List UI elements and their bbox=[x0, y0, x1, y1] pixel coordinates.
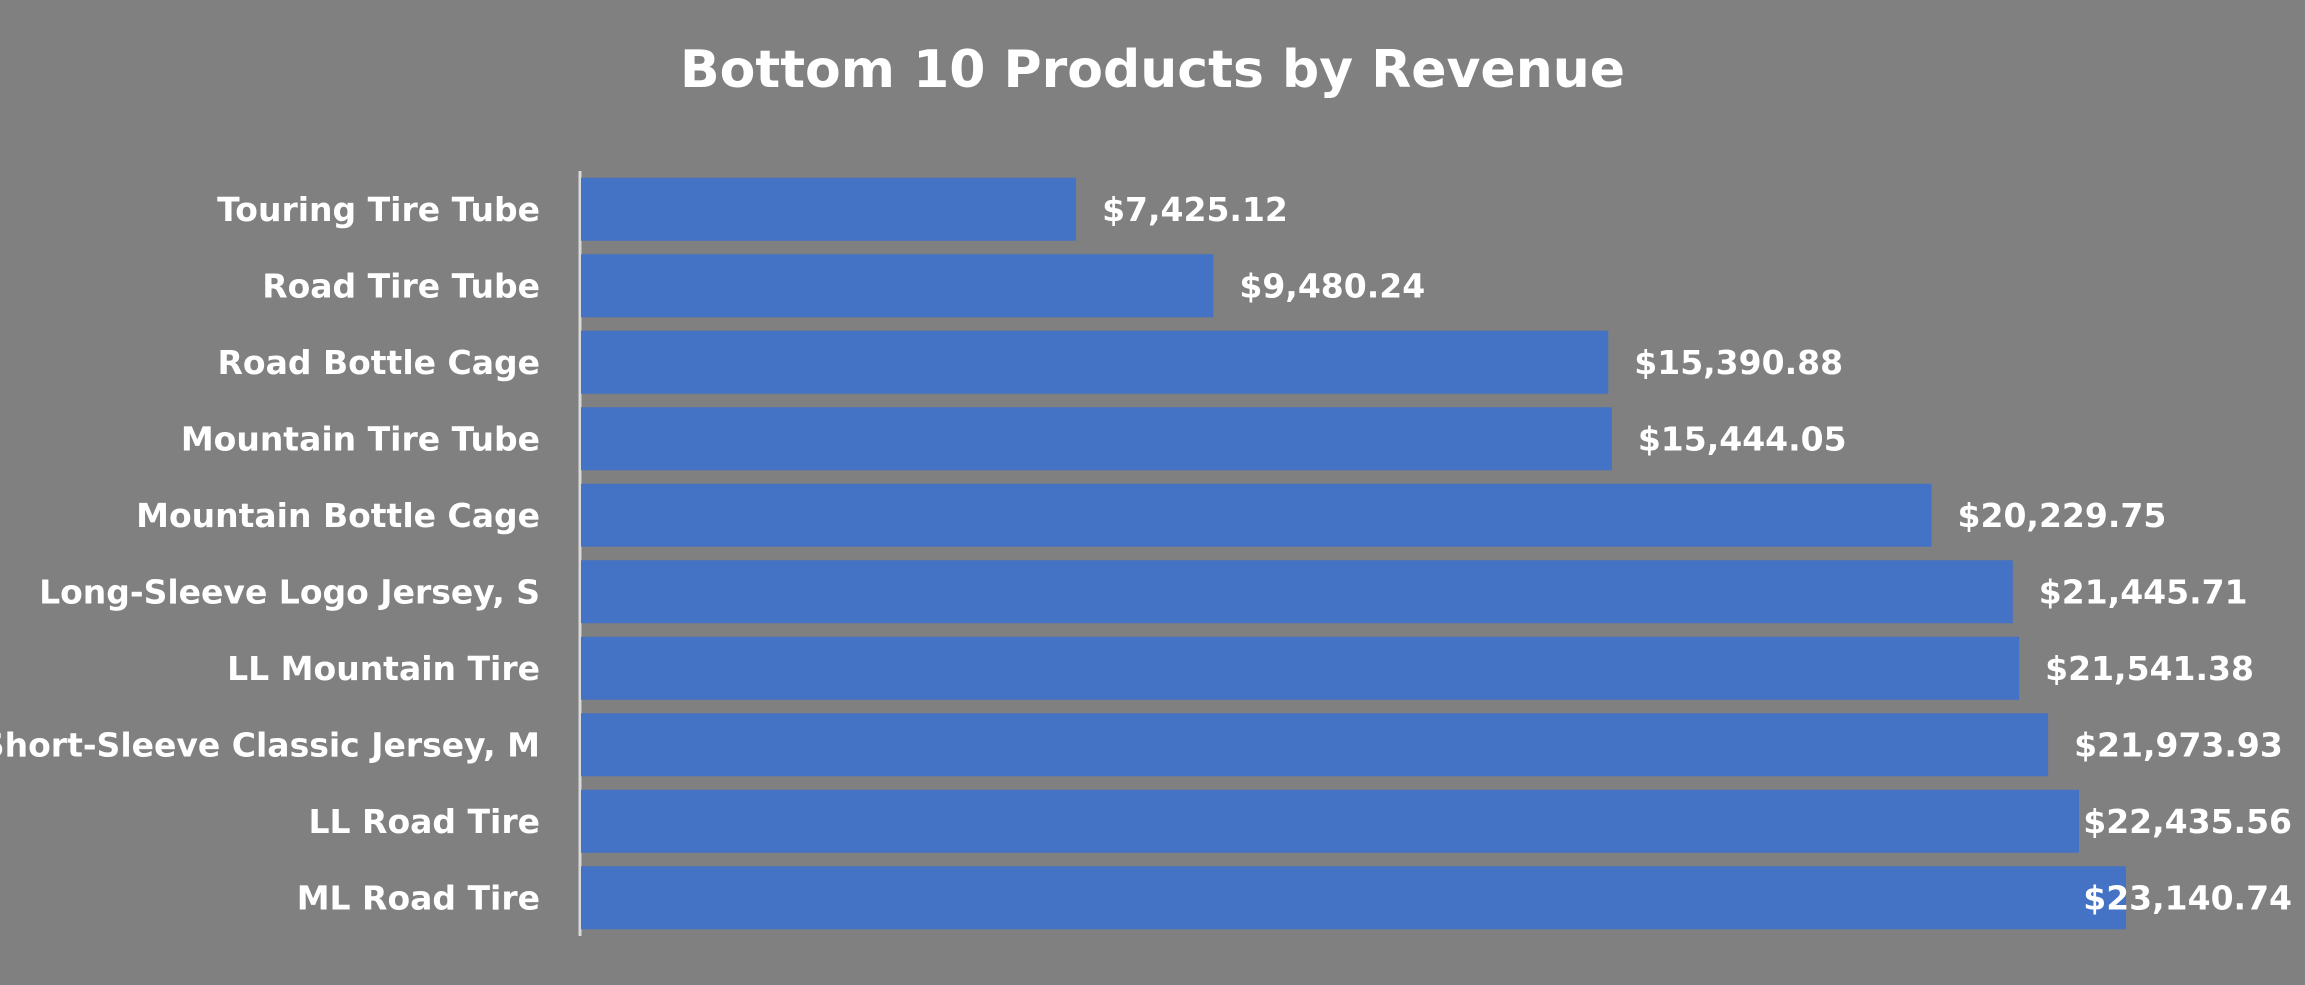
bar bbox=[581, 330, 1609, 394]
category-tick-label: Touring Tire Tube bbox=[217, 190, 540, 229]
data-label: $21,541.38 bbox=[2045, 649, 2254, 688]
data-label: $21,445.71 bbox=[2039, 572, 2248, 611]
category-tick-label: Mountain Tire Tube bbox=[181, 419, 540, 458]
bar bbox=[581, 636, 2020, 700]
bar bbox=[581, 713, 2049, 777]
category-tick-label: Road Tire Tube bbox=[262, 266, 540, 305]
bar bbox=[581, 407, 1612, 471]
data-label: $15,390.88 bbox=[1634, 343, 1843, 382]
bar bbox=[581, 560, 2013, 624]
category-tick-label: Mountain Bottle Cage bbox=[136, 496, 540, 535]
bar bbox=[581, 866, 2127, 930]
bar bbox=[581, 254, 1214, 318]
category-tick-label: Long-Sleeve Logo Jersey, S bbox=[39, 572, 540, 611]
chart-title: Bottom 10 Products by Revenue bbox=[679, 40, 1625, 100]
data-label: $20,229.75 bbox=[1958, 496, 2167, 535]
category-tick-label: ML Road Tire bbox=[297, 878, 540, 917]
category-tick-label: LL Mountain Tire bbox=[227, 649, 540, 688]
data-label: $23,140.74 bbox=[2083, 878, 2292, 917]
data-label: $7,425.12 bbox=[1102, 190, 1288, 229]
category-tick-label: Short-Sleeve Classic Jersey, M bbox=[0, 725, 540, 764]
bar bbox=[581, 483, 1932, 547]
data-label: $9,480.24 bbox=[1239, 266, 1425, 305]
bar bbox=[581, 789, 2079, 853]
category-tick-label: Road Bottle Cage bbox=[217, 343, 540, 382]
data-label: $22,435.56 bbox=[2083, 802, 2292, 841]
data-label: $15,444.05 bbox=[1638, 419, 1847, 458]
bar bbox=[581, 177, 1077, 241]
data-label: $21,973.93 bbox=[2074, 725, 2283, 764]
category-tick-label: LL Road Tire bbox=[309, 802, 540, 841]
